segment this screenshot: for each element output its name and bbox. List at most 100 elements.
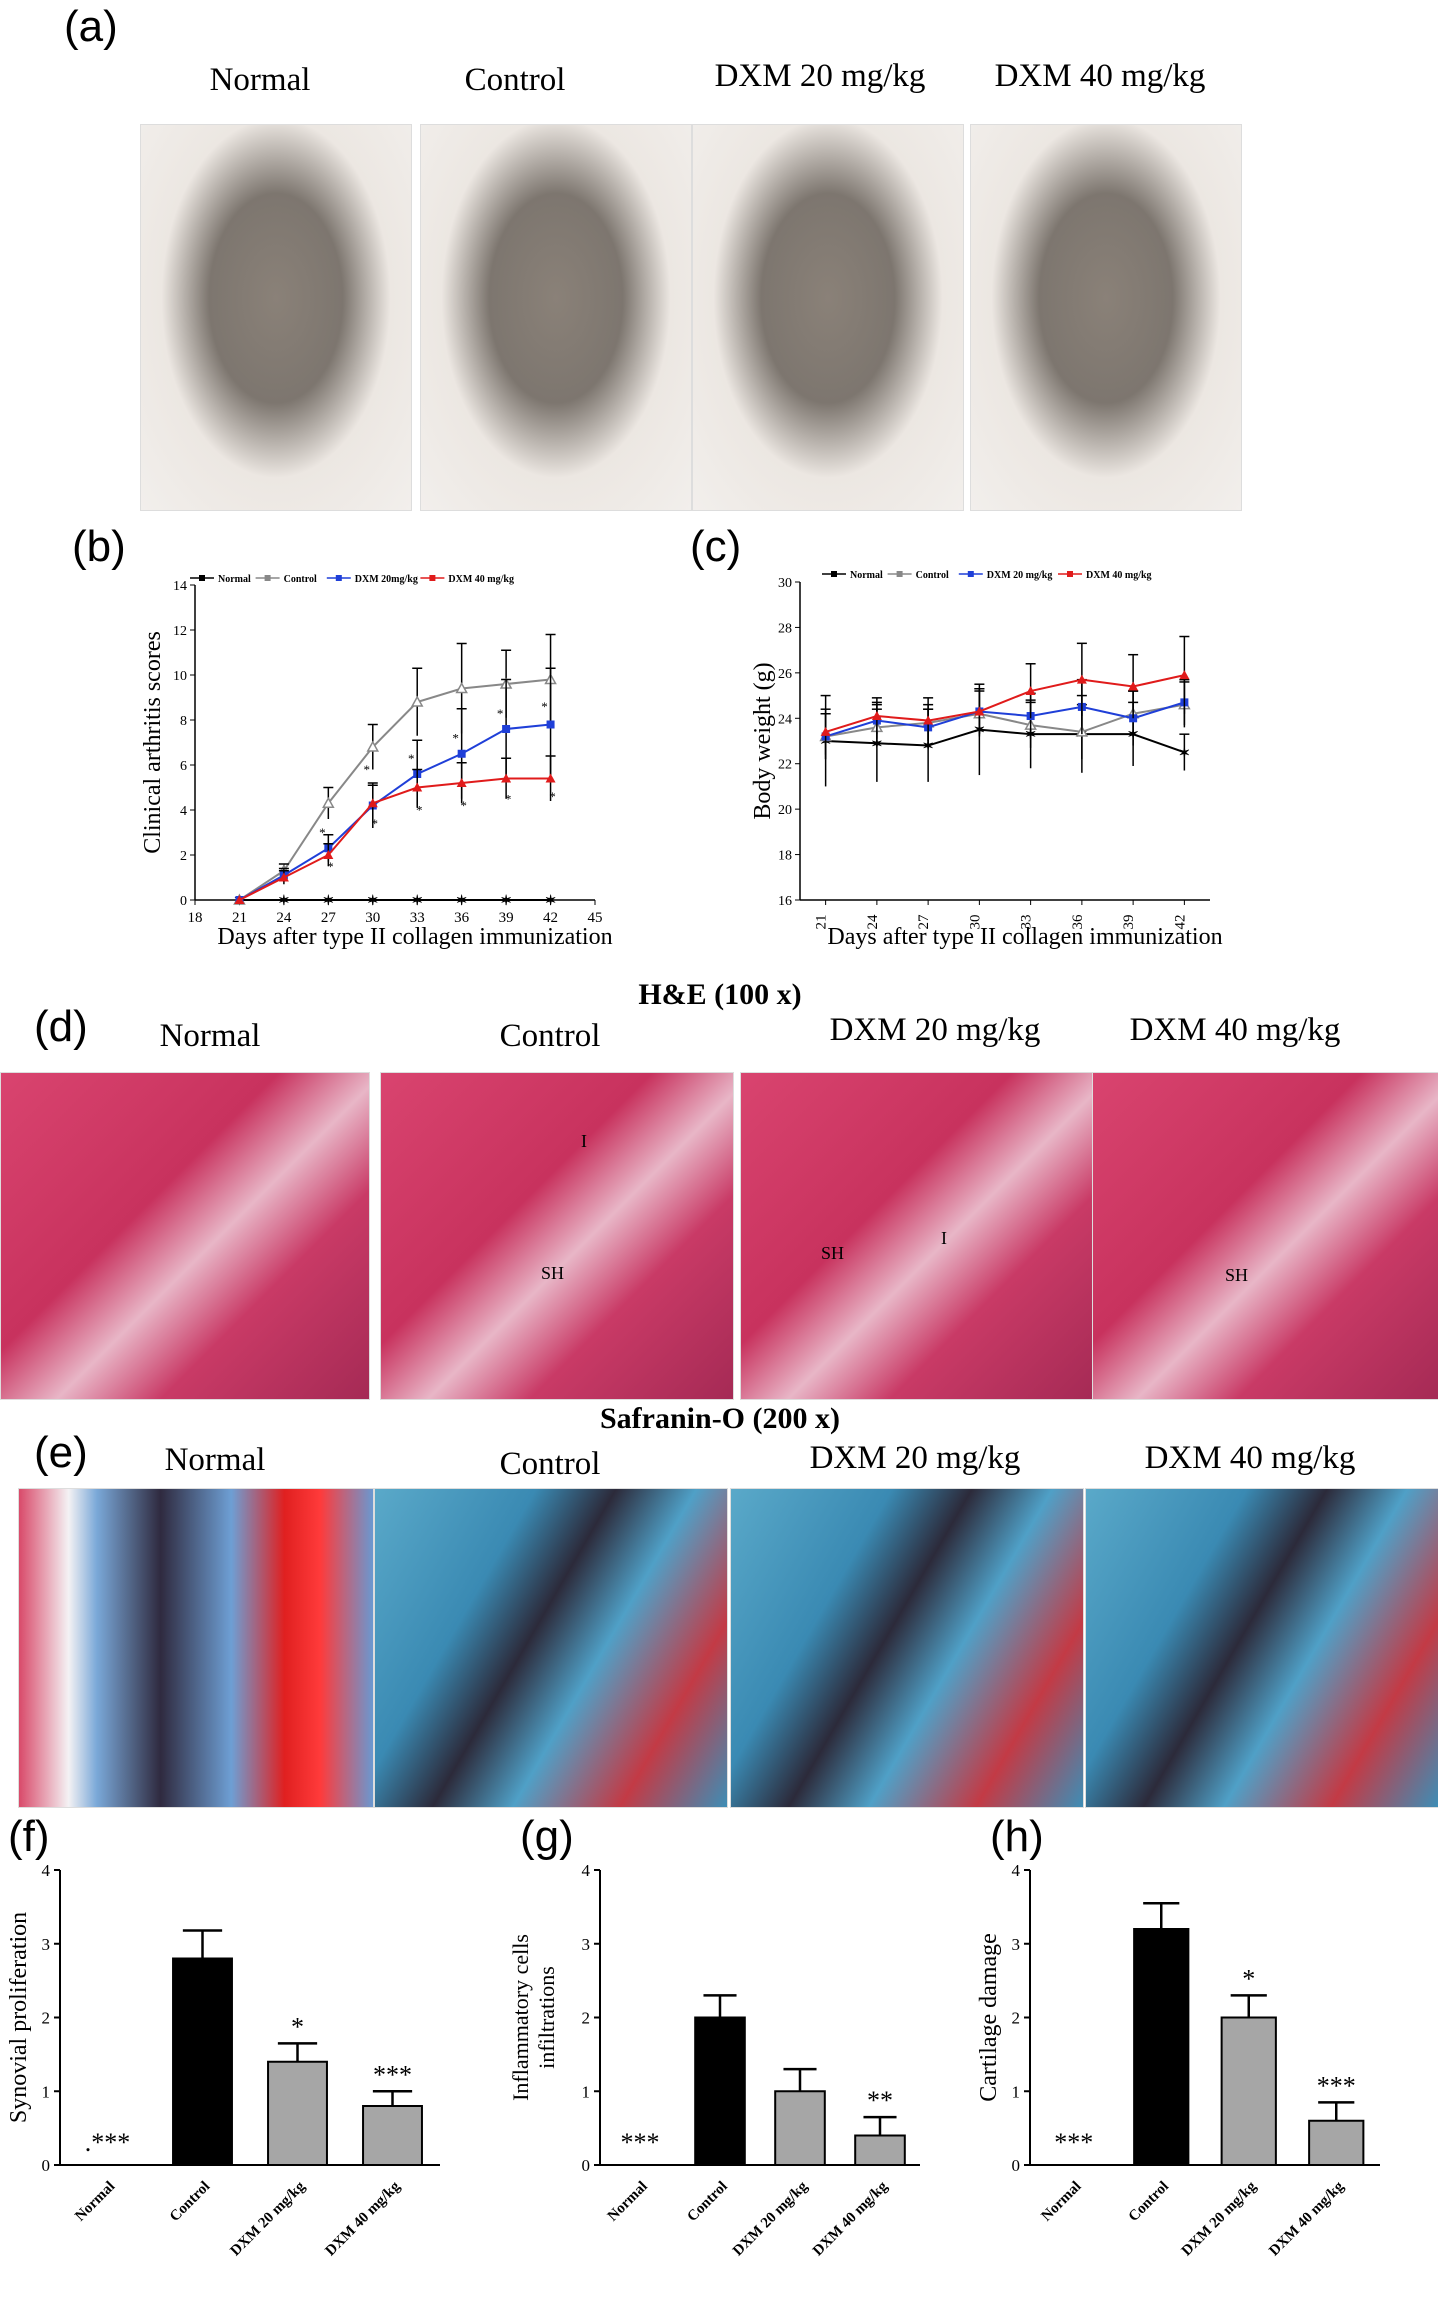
y-tick-label: 10	[173, 669, 187, 684]
x-tick-label: DXM 40 mg/kg	[810, 2178, 891, 2259]
he-image-dxm20: SH I	[740, 1072, 1094, 1400]
significance-star: *	[408, 751, 415, 766]
bar	[694, 2016, 746, 2166]
he-image-control: I SH	[380, 1072, 734, 1400]
data-point	[1025, 686, 1036, 696]
y-axis-label: Synovial proliferation	[6, 1912, 32, 2123]
y-tick-label: 26	[778, 667, 792, 682]
x-tick-label: 36	[454, 910, 470, 926]
safranin-image-normal	[18, 1488, 374, 1808]
data-point	[1076, 674, 1087, 684]
caption-d-normal: Normal	[159, 1018, 261, 1054]
x-tick-label: Control	[1126, 2179, 1172, 2225]
y-tick-label: 28	[778, 621, 792, 636]
caption-e-dxm20: DXM 20 mg/kg	[809, 1440, 1021, 1476]
y-tick-label: 16	[778, 894, 792, 909]
legend-marker	[967, 571, 974, 577]
panel-letter-g: (g)	[520, 1812, 574, 1861]
x-tick-label: DXM 20 mg/kg	[227, 2178, 308, 2259]
bar	[172, 1957, 233, 2166]
x-tick-label: 27	[321, 910, 337, 926]
significance-label: .***	[85, 2128, 131, 2157]
x-tick-label: Normal	[72, 2179, 118, 2225]
series-line	[238, 678, 551, 901]
x-tick-label: 39	[499, 910, 514, 926]
legend-marker	[896, 571, 903, 577]
data-point: ✶	[922, 740, 934, 755]
data-point	[545, 773, 556, 783]
caption-d-dxm20: DXM 20 mg/kg	[829, 1012, 1041, 1048]
he-dxm20-annotation-i: I	[941, 1228, 947, 1248]
x-tick-label: 21	[232, 910, 247, 926]
x-tick-label: DXM 40 mg/kg	[1266, 2178, 1347, 2259]
significance-star: *	[460, 798, 467, 813]
bar	[854, 2134, 906, 2166]
y-tick-label: 22	[778, 758, 792, 773]
bar	[774, 2090, 826, 2166]
legend-marker	[831, 571, 837, 577]
legend-label: DXM 40 mg/kg	[448, 574, 514, 585]
safranin-image-dxm20	[730, 1488, 1084, 1808]
series-line	[825, 674, 1185, 733]
y-tick-label: 1	[582, 2082, 591, 2101]
section-title-safranin: Safranin-O (200 x)	[600, 1402, 840, 1435]
y-tick-label: 0	[1012, 2156, 1021, 2175]
caption-e-normal: Normal	[164, 1442, 266, 1478]
y-tick-label: 24	[778, 712, 792, 727]
series-line	[238, 777, 551, 901]
data-point: ✶	[322, 894, 334, 909]
series-line	[238, 723, 551, 901]
caption-a-dxm40: DXM 40 mg/kg	[994, 58, 1206, 94]
legend-marker	[429, 575, 436, 581]
legend-label: DXM 20mg/kg	[355, 574, 418, 585]
data-point	[923, 715, 934, 725]
legend-label: Control	[284, 574, 317, 585]
data-point	[1128, 681, 1139, 691]
x-tick-label: 36	[1070, 914, 1086, 930]
significance-star: *	[319, 825, 326, 840]
bar	[1133, 1928, 1190, 2166]
data-point	[278, 872, 289, 882]
x-tick-label: 42	[543, 910, 558, 926]
significance-label: *	[1242, 1964, 1255, 1993]
y-tick-label: 2	[1012, 2009, 1021, 2028]
data-point	[366, 740, 380, 752]
x-tick-label: Control	[684, 2179, 730, 2225]
significance-star: *	[505, 791, 512, 806]
bar	[1308, 2119, 1365, 2166]
significance-star: *	[497, 706, 504, 721]
he-control-annotation-i: I	[581, 1131, 587, 1151]
x-tick-label: DXM 20 mg/kg	[1179, 2178, 1260, 2259]
x-tick-label: 33	[1019, 915, 1035, 930]
data-point: ✶	[456, 894, 468, 909]
data-point	[501, 773, 512, 783]
x-tick-label: 21	[814, 915, 830, 930]
significance-star: *	[416, 803, 423, 818]
panel-letter-f: (f)	[8, 1812, 50, 1861]
legend-marker	[199, 575, 205, 581]
data-point	[871, 711, 882, 721]
x-tick-label: 33	[410, 910, 425, 926]
caption-e-dxm40: DXM 40 mg/kg	[1144, 1440, 1356, 1476]
bar	[362, 2105, 423, 2166]
data-point	[323, 850, 334, 859]
safranin-image-dxm40	[1085, 1488, 1438, 1808]
y-tick-label: 4	[1012, 1861, 1021, 1880]
x-tick-label: Normal	[605, 2179, 651, 2225]
caption-a-control: Control	[464, 62, 566, 98]
caption-e-control: Control	[499, 1446, 601, 1482]
data-point	[1179, 670, 1190, 680]
legend-label: Control	[916, 570, 949, 581]
y-axis-label-line2: infiltrations	[534, 1966, 559, 2069]
y-tick-label: 0	[42, 2156, 51, 2175]
data-point	[502, 725, 511, 733]
x-axis-label: Days after type II collagen immunization	[217, 924, 612, 950]
x-tick-label: DXM 40 mg/kg	[322, 2178, 403, 2259]
chart-inflammatory-infiltrations: 0 1 2 3 4 Inflammatory cells infiltrations *** N…	[508, 1861, 920, 2259]
data-point	[234, 895, 245, 904]
y-tick-label: 6	[180, 759, 187, 774]
y-tick-label: 4	[180, 804, 187, 819]
significance-label: *	[291, 2012, 304, 2041]
y-tick-label: 14	[173, 579, 187, 594]
